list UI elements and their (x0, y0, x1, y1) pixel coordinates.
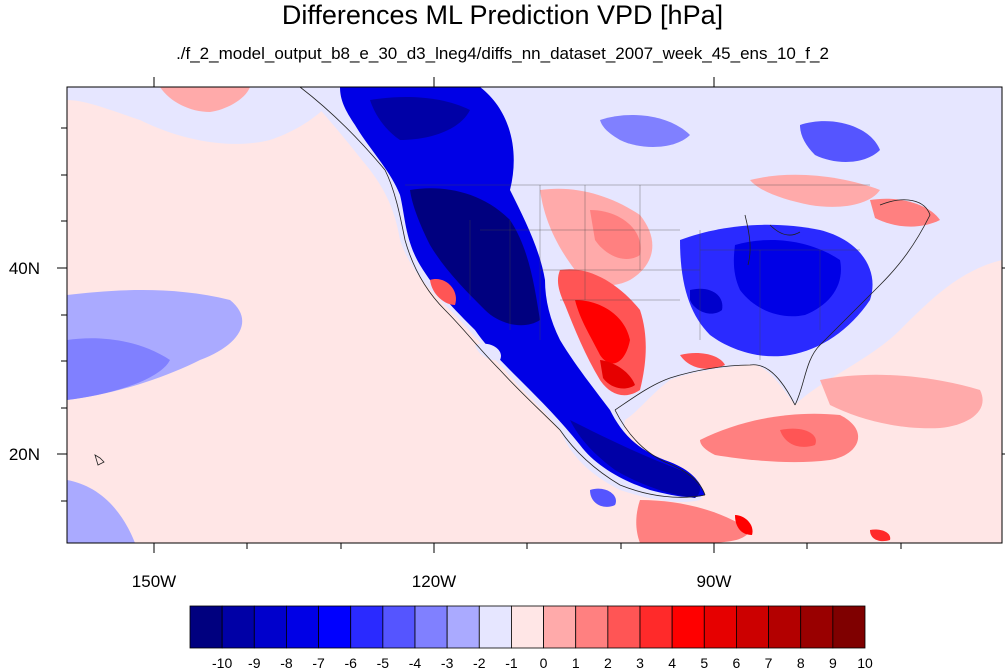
colorbar-swatch (221, 605, 255, 649)
central-america-red (735, 515, 753, 535)
colorbar-swatch (286, 605, 319, 649)
gulf-of-alaska-light (67, 87, 340, 144)
colorbar-swatch (478, 605, 512, 649)
pacific-blue-core (67, 338, 170, 400)
hawaii-islands (94, 454, 105, 466)
lat-label-40n: 40N (9, 259, 40, 278)
colorbar-label: 2 (604, 655, 612, 671)
colorbar-swatch (350, 605, 384, 649)
colorbar-label: 7 (765, 655, 773, 671)
colorbar-swatch (575, 605, 609, 649)
gulf-coast-red (680, 353, 725, 369)
state-borders (405, 184, 870, 360)
colorbar-label: -5 (377, 655, 390, 671)
caribbean-red-core (780, 428, 816, 447)
colorbar-label: -7 (312, 655, 325, 671)
colorbar-swatch (671, 605, 705, 649)
nova-scotia-red (870, 198, 940, 227)
colorbar-label: 9 (829, 655, 837, 671)
colorbar-label: -3 (441, 655, 454, 671)
colorbar-label: 8 (797, 655, 805, 671)
colorbar-label: 0 (540, 655, 548, 671)
map-title: Differences ML Prediction VPD [hPa] (281, 0, 724, 30)
colorbar-swatch (543, 605, 577, 649)
hudson-bay-blue (800, 121, 880, 162)
venezuela-red (870, 529, 891, 542)
lon-label-90w: 90W (697, 572, 732, 591)
colorbar-swatch (446, 605, 480, 649)
map-subtitle: ./f_2_model_output_b8_e_30_d3_lneg4/diff… (176, 44, 829, 63)
colorbar-swatch (253, 605, 287, 649)
atlantic-red (820, 374, 983, 429)
colorbar-swatch (511, 605, 544, 649)
colorbar-label: -4 (409, 655, 422, 671)
lon-label-150w: 150W (132, 572, 176, 591)
colorbar-label: -6 (344, 655, 357, 671)
texas-bright-red (575, 300, 630, 364)
coastline (299, 87, 931, 498)
colorbar-swatch (832, 605, 866, 649)
baja-light-patch (475, 343, 501, 361)
colorbar-swatch (639, 605, 673, 649)
lon-label-120w: 120W (412, 572, 456, 591)
map-field (67, 87, 1002, 543)
colorbar-swatch (800, 605, 834, 649)
lat-label-20n: 20N (9, 445, 40, 464)
colorbar-label: -9 (248, 655, 261, 671)
alaska-red-patch (160, 87, 250, 112)
colorbar-swatch (768, 605, 802, 649)
mexico-dark-blue (570, 420, 700, 498)
bc-dark-blue (370, 97, 470, 140)
canada-blue-patch (600, 115, 690, 147)
colorbar-label: -10 (212, 655, 232, 671)
colorbar-swatch (607, 605, 641, 649)
colorbar-label: -2 (473, 655, 486, 671)
colorbar-label: -1 (505, 655, 518, 671)
colorbar-label: 4 (668, 655, 676, 671)
southwest-blue-patch (67, 480, 135, 543)
colorbar-swatch (414, 605, 448, 649)
ozark-dark-blue (690, 288, 723, 314)
texas-coast-red (600, 360, 635, 389)
axis-ticks (57, 77, 1005, 553)
ohio-valley-dark-blue (733, 240, 841, 317)
colorbar-swatch (382, 605, 416, 649)
pacific-south-red (636, 500, 750, 543)
colorbar-swatch (703, 605, 737, 649)
colorbar: -10 -9 -8 -7 -6 -5 -4 -3 -2 -1 0 1 2 3 4 5 6 7 8 9 10 (189, 605, 873, 671)
colorbar-label: 3 (636, 655, 644, 671)
great-basin-dark-blue (410, 188, 540, 326)
colorbar-label: 5 (700, 655, 708, 671)
great-lakes (744, 214, 801, 266)
california-coast-red (430, 279, 456, 305)
colorbar-swatch (318, 605, 352, 649)
colorbar-label: -8 (280, 655, 293, 671)
colorbar-swatch (189, 605, 223, 649)
colorbar-label: 6 (733, 655, 741, 671)
mexico-south-blue (590, 488, 616, 507)
plains-red-core (590, 210, 641, 260)
caribbean-red (700, 413, 859, 463)
quebec-red (750, 174, 880, 207)
colorbar-label: 1 (572, 655, 580, 671)
colorbar-label: 10 (857, 655, 873, 671)
colorbar-swatch (736, 605, 769, 649)
